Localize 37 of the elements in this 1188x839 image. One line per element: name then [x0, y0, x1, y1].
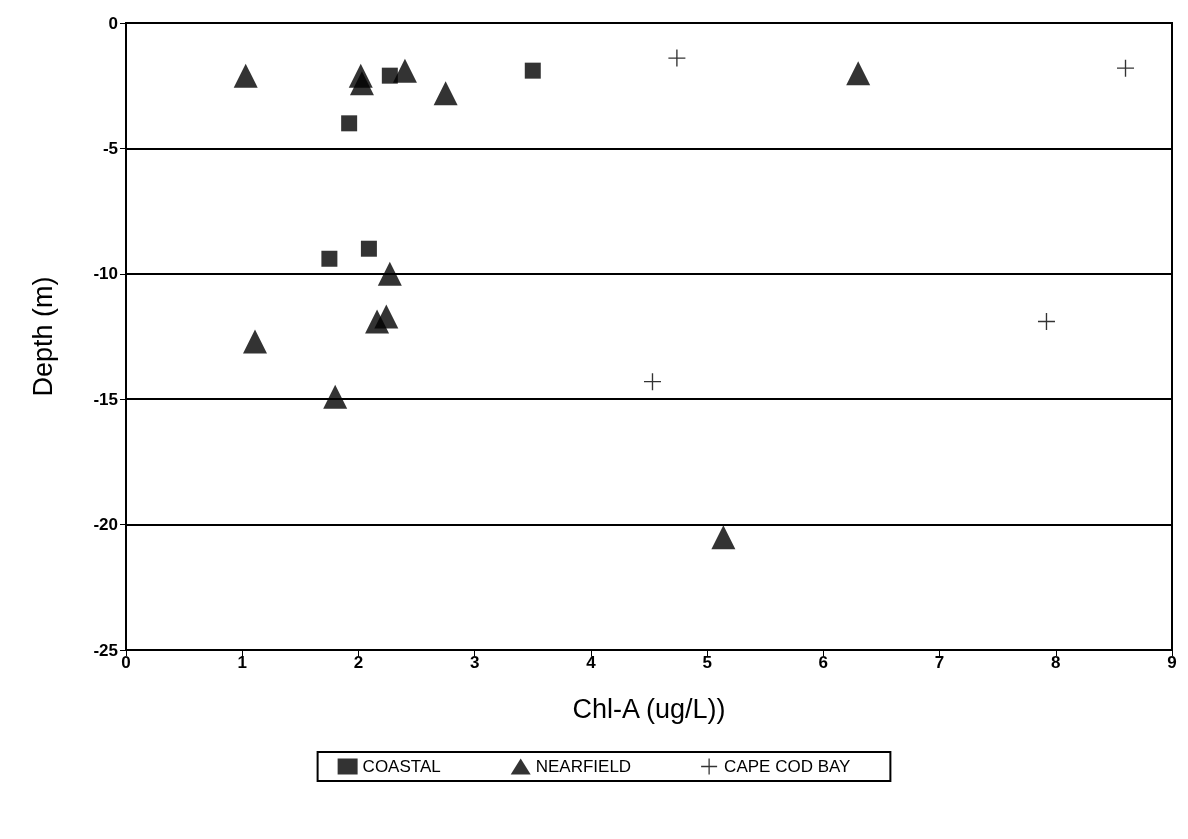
point [321, 250, 338, 267]
legend-label: NEARFIELD [535, 757, 632, 776]
point [341, 115, 358, 132]
point [846, 61, 871, 86]
point [433, 81, 458, 106]
y-tick-label: -10 [93, 264, 118, 284]
x-tick-label: 6 [818, 653, 829, 672]
point [711, 525, 736, 550]
point [668, 49, 686, 67]
point [392, 58, 417, 83]
point [349, 71, 374, 96]
x-tick-label: 0 [121, 653, 131, 672]
x-tick-label: 7 [934, 653, 945, 672]
x-tick-label: 1 [237, 653, 247, 672]
x-tick-label: 2 [353, 653, 364, 672]
x-tick-label: 3 [469, 653, 480, 672]
legend-label: CAPE COD BAY [724, 757, 851, 776]
y-tick-label: -15 [93, 389, 118, 409]
x-axis-title: Chl-A (ug/L)) [572, 693, 726, 724]
y-tick-label: -5 [102, 138, 118, 158]
y-tick-label: -20 [93, 515, 118, 535]
x-tick-label: 8 [1051, 653, 1061, 672]
y-axis-title: Depth (m) [27, 276, 58, 397]
point [233, 63, 258, 88]
x-tick-label: 9 [1167, 653, 1177, 672]
point [374, 304, 399, 329]
point [243, 329, 268, 354]
point [1117, 59, 1135, 77]
y-tick-label: -25 [93, 640, 118, 660]
x-tick-label: 5 [702, 653, 712, 672]
legend-label: COASTAL [362, 757, 441, 776]
point [524, 62, 541, 79]
x-tick-label: 4 [586, 653, 597, 672]
point [323, 384, 348, 409]
y-tick-label: 0 [108, 13, 118, 33]
point [360, 240, 377, 257]
point [377, 261, 402, 286]
